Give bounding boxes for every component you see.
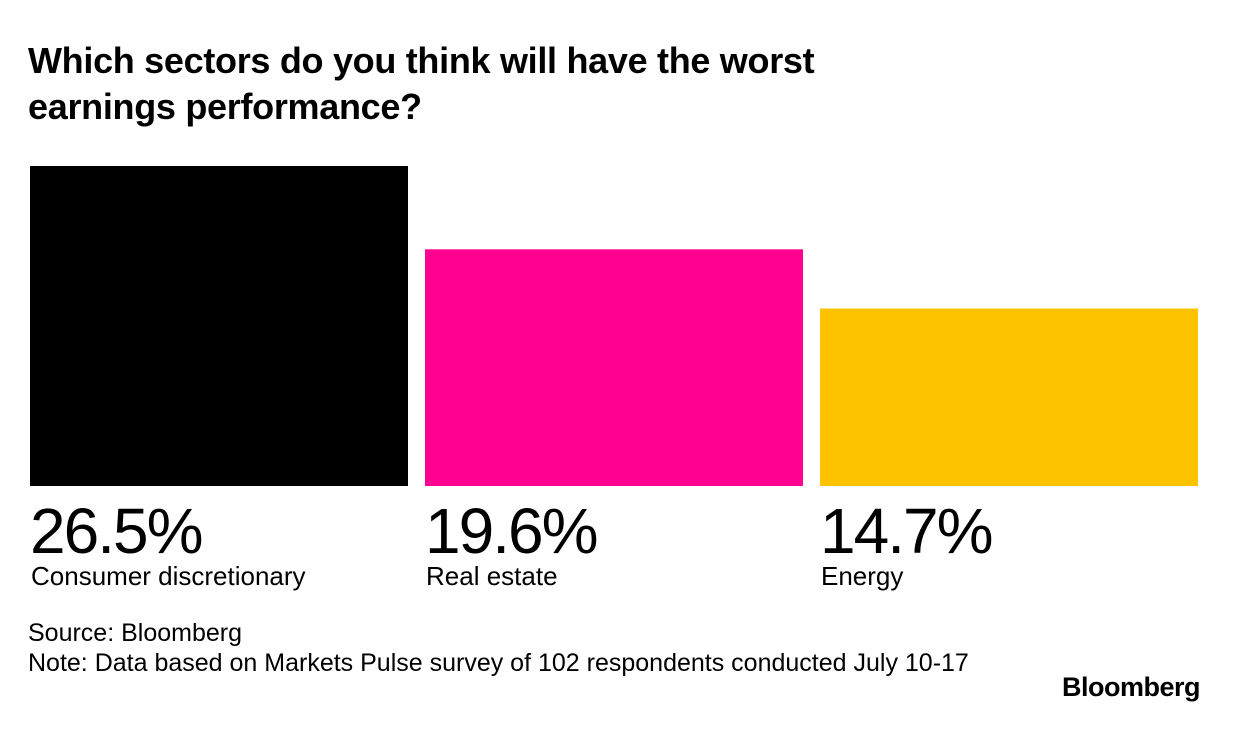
value-label: 14.7% bbox=[820, 495, 992, 567]
category-label: Energy bbox=[821, 561, 903, 591]
bar-energy bbox=[820, 308, 1198, 486]
bar-chart: 26.5%Consumer discretionary 19.6%Real est… bbox=[30, 166, 1198, 591]
value-label: 19.6% bbox=[425, 495, 597, 567]
bar-consumer-discretionary bbox=[30, 166, 408, 486]
category-label: Consumer discretionary bbox=[31, 561, 306, 591]
chart-title: Which sectors do you think will have the… bbox=[28, 40, 815, 127]
bar-real-estate bbox=[425, 249, 803, 486]
note-text: Note: Data based on Markets Pulse survey… bbox=[28, 649, 969, 677]
category-label: Real estate bbox=[426, 561, 558, 591]
bloomberg-logo: Bloomberg bbox=[1061, 672, 1201, 702]
value-label: 26.5% bbox=[30, 495, 202, 567]
source-text: Source: Bloomberg bbox=[28, 619, 243, 647]
source-notes: Source: Bloomberg Note: Data based on Ma… bbox=[28, 618, 988, 678]
